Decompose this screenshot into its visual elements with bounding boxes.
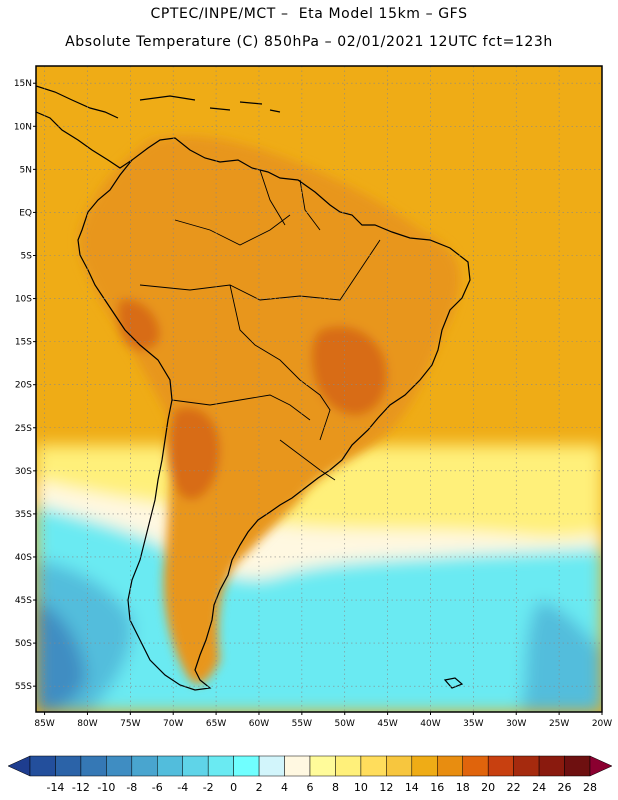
- colorbar-label: 24: [532, 781, 546, 794]
- country-borders: [139, 169, 381, 481]
- caribbean-islands: [139, 95, 281, 113]
- colorbar-box: [106, 755, 133, 777]
- longitude-axis: 85W 80W 75W 70W 65W 60W 55W 50W 45W 40W 35W 30W 25W 2…: [34, 712, 612, 729]
- colorbar-box: [513, 755, 540, 777]
- colder-southern-ocean: [36, 560, 602, 712]
- map-frame: [35, 65, 603, 713]
- colorbar-label: 8: [332, 781, 339, 794]
- colorbar-label: -6: [152, 781, 163, 794]
- colorbar-box: [386, 755, 413, 777]
- lat-label: 15N: [14, 79, 32, 89]
- colorbar-label: 10: [354, 781, 368, 794]
- colorbar-label: -8: [126, 781, 137, 794]
- latitude-axis: 15N 10N 5N EQ 5S 10S 15S 20S 25S 30S 35S 40S 45S 50S 5…: [14, 79, 36, 692]
- lon-label: 30W: [506, 719, 526, 729]
- colorbar-box: [538, 755, 565, 777]
- colorbar-box: [564, 755, 591, 777]
- lon-label: 75W: [120, 719, 140, 729]
- lat-label: 55S: [15, 682, 32, 692]
- colorbar-box: [233, 755, 260, 777]
- colorbar-label: 26: [558, 781, 572, 794]
- lat-label: 5N: [20, 165, 32, 175]
- lon-label: 65W: [206, 719, 226, 729]
- colorbar-box: [360, 755, 387, 777]
- colorbar-label: 28: [583, 781, 597, 794]
- colorbar-box: [80, 755, 107, 777]
- colorbar-label: 22: [507, 781, 521, 794]
- colorbar-box: [182, 755, 209, 777]
- lon-label: 45W: [377, 719, 397, 729]
- colorbar-box: [309, 755, 336, 777]
- lon-label: 25W: [549, 719, 569, 729]
- lon-label: 70W: [163, 719, 183, 729]
- colorbar-label: -10: [97, 781, 115, 794]
- colorbar-label: 20: [481, 781, 495, 794]
- colorbar-label: 14: [405, 781, 419, 794]
- colorbar-label: 4: [281, 781, 288, 794]
- colorbar-box: [462, 755, 489, 777]
- map-title-line2: Absolute Temperature (C) 850hPa – 02/01/…: [65, 34, 553, 50]
- colorbar-box: [157, 755, 183, 777]
- colorbar-label: -2: [203, 781, 214, 794]
- lat-label: 45S: [15, 596, 32, 606]
- colorbar-min-arrow: [7, 755, 31, 777]
- colorbar-label: -14: [46, 781, 64, 794]
- lat-label: 5S: [21, 251, 33, 261]
- coldest-southern-ocean: [36, 600, 86, 712]
- colorbar-box: [335, 755, 362, 777]
- lon-label: 20W: [592, 719, 612, 729]
- lat-label: 50S: [15, 639, 32, 649]
- temperature-field: [36, 66, 602, 712]
- colorbar-label: 16: [430, 781, 444, 794]
- colorbar-box: [411, 755, 438, 777]
- hot-core-region: [117, 299, 388, 500]
- colorbar-label: 12: [379, 781, 393, 794]
- colorbar-box: [131, 755, 158, 777]
- colorbar-box: [258, 755, 285, 777]
- colorbar: -14 -12 -10 -8 -6 -4 -2 0 2 4 6 8 10 12 14 16 18 20 22 24 26…: [7, 755, 613, 794]
- colorbar-max-arrow: [589, 755, 613, 777]
- lat-label: 25S: [15, 424, 32, 434]
- central-america-coastline: [36, 85, 133, 169]
- colorbar-box: [437, 755, 463, 777]
- lon-label: 80W: [77, 719, 97, 729]
- lat-label: 10S: [15, 295, 32, 305]
- coastlines: [36, 85, 471, 691]
- continent-heat: [78, 136, 461, 684]
- colorbar-box: [284, 755, 311, 777]
- lat-label: 20S: [15, 381, 32, 391]
- colorbar-label: 0: [230, 781, 237, 794]
- lat-label: 40S: [15, 553, 32, 563]
- lon-label: 55W: [292, 719, 312, 729]
- colorbar-box: [55, 755, 82, 777]
- lon-label: 35W: [463, 719, 483, 729]
- lon-label: 60W: [249, 719, 269, 729]
- lat-label: 15S: [15, 338, 32, 348]
- lat-label: EQ: [19, 208, 32, 218]
- colorbar-label: 2: [256, 781, 263, 794]
- lon-label: 50W: [335, 719, 355, 729]
- lon-label: 40W: [420, 719, 440, 729]
- lat-label: 10N: [14, 122, 32, 132]
- falkland-islands: [443, 677, 464, 689]
- colorbar-label: 6: [307, 781, 314, 794]
- colorbar-box: [207, 755, 234, 777]
- colorbar-label: -4: [177, 781, 188, 794]
- colorbar-label: 18: [456, 781, 470, 794]
- map-title-line1: CPTEC/INPE/MCT – Eta Model 15km – GFS: [150, 6, 468, 22]
- lat-label: 30S: [15, 467, 32, 477]
- colorbar-box: [487, 755, 514, 777]
- south-america-coastline: [77, 137, 471, 691]
- lon-label: 85W: [34, 719, 54, 729]
- lat-label: 35S: [15, 510, 32, 520]
- colorbar-label: -12: [72, 781, 90, 794]
- colorbar-box: [29, 755, 56, 777]
